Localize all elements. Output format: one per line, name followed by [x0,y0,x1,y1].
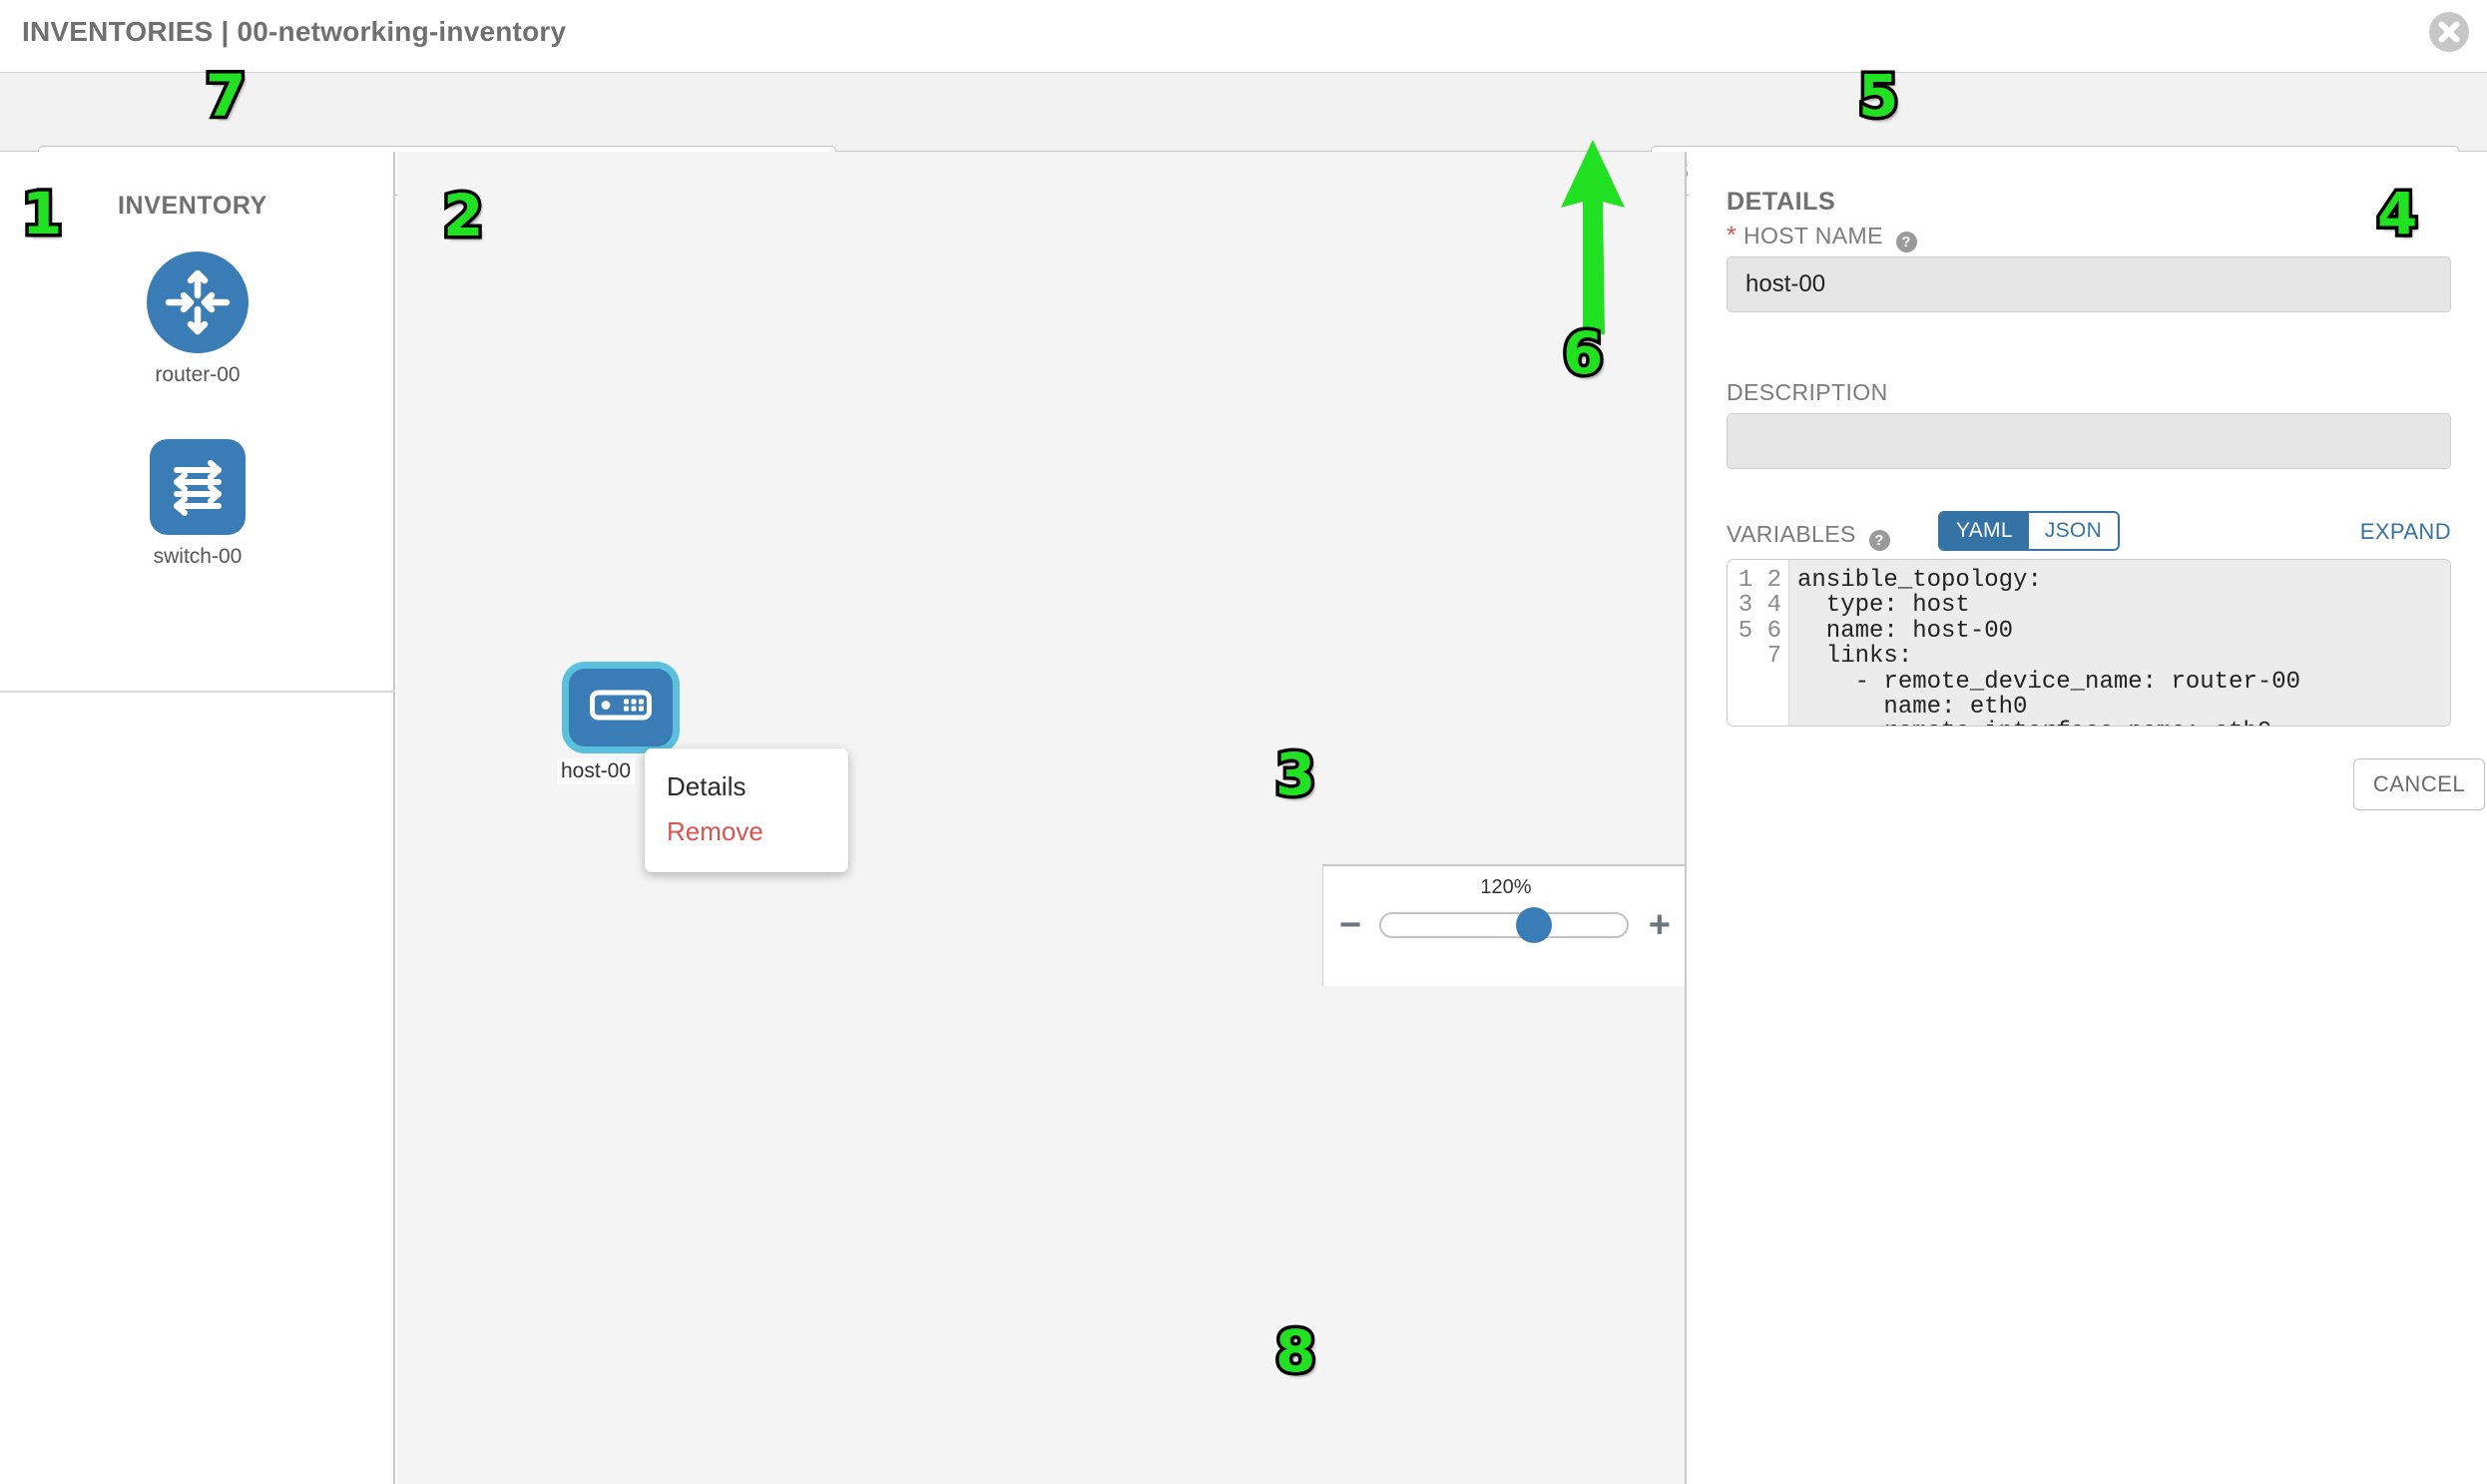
description-label: DESCRIPTION [1727,379,1888,405]
topology-canvas[interactable]: host-00 Details Remove 120% − + [397,152,1687,1484]
host-name-label: * HOST NAME ? [1727,222,1917,252]
page-title: INVENTORIES | 00-networking-inventory [22,16,567,47]
help-icon[interactable]: ? [1868,530,1890,551]
window-header: INVENTORIES | 00-networking-inventory [0,0,2487,72]
variables-code-content[interactable]: ansible_topology: type: host name: host-… [1789,560,2450,726]
sidebar-divider [0,691,395,693]
canvas-node-label: host-00 [557,758,636,784]
cancel-button[interactable]: CANCEL [2353,758,2485,810]
line-number-gutter: 1 2 3 4 5 6 7 [1728,560,1789,726]
sidebar-item-label: router-00 [155,363,241,386]
host-name-label-text: HOST NAME [1742,223,1883,248]
sidebar-item-switch-00[interactable]: switch-00 [98,439,297,569]
variables-format-toggle[interactable]: YAML JSON [1938,511,2121,551]
close-icon[interactable] [2429,12,2469,52]
zoom-slider[interactable] [1379,907,1629,943]
expand-link[interactable]: EXPAND [2359,519,2451,544]
details-title: DETAILS [1727,188,1836,216]
required-marker: * [1727,222,1738,249]
host-name-field[interactable] [1727,256,2451,312]
zoom-in-button[interactable]: + [1648,904,1671,946]
context-menu-item-details[interactable]: Details [667,771,746,801]
details-panel: DETAILS * HOST NAME ? DESCRIPTION VARIAB… [1689,152,2487,1484]
variables-label-text: VARIABLES [1727,521,1856,547]
format-tab-yaml[interactable]: YAML [1940,513,2029,549]
format-tab-json[interactable]: JSON [2028,513,2119,549]
zoom-level-label: 120% [1480,876,1532,898]
sidebar-item-router-00[interactable]: router-00 [98,251,297,387]
inventory-sidebar: INVENTORY router-00 [0,152,395,1484]
server-icon [590,690,652,726]
toolbar: ACTIONS SEARCH [0,72,2487,209]
router-icon [147,251,249,353]
zoom-control: 120% − + [1322,864,1685,986]
help-icon[interactable]: ? [1895,232,1917,252]
sidebar-title: INVENTORY [118,192,267,220]
canvas-node-host-00[interactable] [569,669,673,746]
variables-code-editor[interactable]: 1 2 3 4 5 6 7 ansible_topology: type: ho… [1727,559,2451,727]
zoom-out-button[interactable]: − [1339,904,1362,946]
description-field[interactable] [1727,413,2451,469]
zoom-slider-thumb[interactable] [1515,907,1552,943]
context-menu-item-remove[interactable]: Remove [667,816,763,846]
switch-icon [150,439,246,535]
variables-label: VARIABLES ? [1727,521,1890,551]
sidebar-item-label: switch-00 [153,545,243,568]
node-context-menu[interactable]: Details Remove [645,748,848,872]
